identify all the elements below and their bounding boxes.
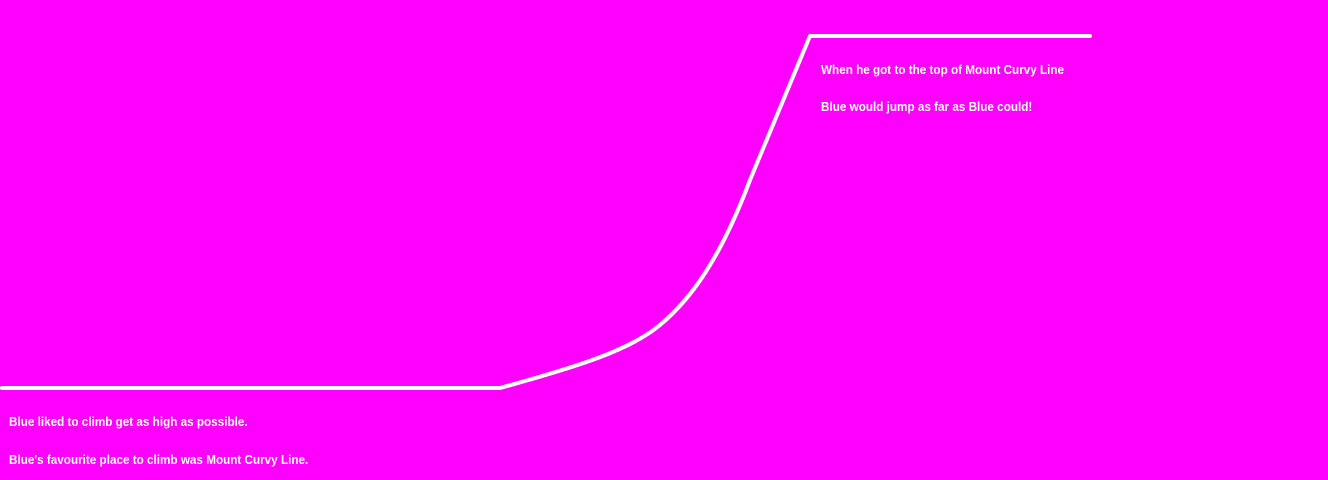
mount-curvy-line-path [2,36,1090,388]
story-text-jump: Blue would jump as far as Blue could! [821,99,1032,115]
story-text-reach-top: When he got to the top of Mount Curvy Li… [821,62,1064,78]
story-text-climb-high: Blue liked to climb get as high as possi… [9,414,248,430]
story-text-favourite-place: Blue's favourite place to climb was Moun… [9,452,308,468]
